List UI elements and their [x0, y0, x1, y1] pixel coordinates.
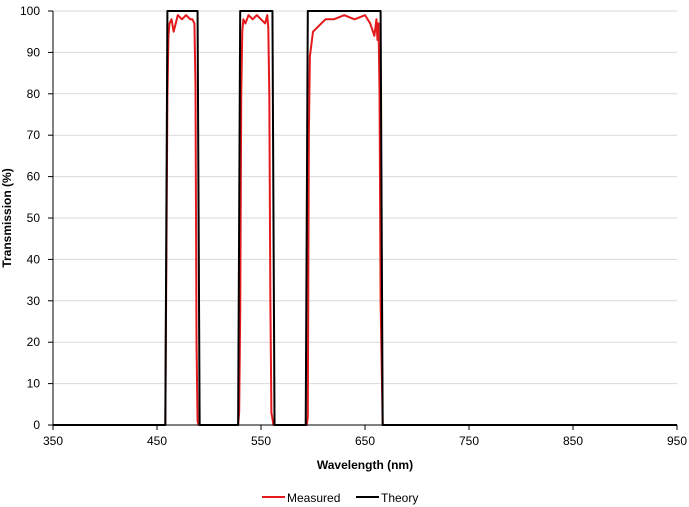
- x-axis-title: Wavelength (nm): [317, 458, 413, 472]
- y-tick-label: 0: [33, 418, 40, 432]
- grid-lines: [53, 10, 677, 385]
- y-tick-label: 10: [27, 377, 41, 391]
- y-tick-label: 90: [27, 45, 41, 59]
- y-axis-title: Transmission (%): [0, 168, 14, 267]
- x-tick-label: 650: [355, 434, 375, 448]
- y-tick-label: 70: [27, 128, 41, 142]
- y-tick-label: 40: [27, 252, 41, 266]
- legend-label-measured: Measured: [287, 491, 340, 505]
- legend: Measured Theory: [262, 491, 418, 505]
- legend-label-theory: Theory: [381, 491, 418, 505]
- y-tick-label: 30: [27, 294, 41, 308]
- x-tick-label: 350: [43, 434, 63, 448]
- x-tick-label: 450: [147, 434, 167, 448]
- axes: [48, 10, 678, 430]
- series-line-theory: [53, 10, 677, 426]
- series-layer: [53, 10, 677, 426]
- y-tick-label: 80: [27, 87, 41, 101]
- y-tick-label: 50: [27, 211, 41, 225]
- x-tick-label: 950: [667, 434, 687, 448]
- series-line-measured: [53, 14, 677, 426]
- y-tick-label: 60: [27, 170, 41, 184]
- tick-labels: 350 450 550 650 750 850 950 0 10 20 30 40 50 60 70 80 90…: [20, 4, 687, 448]
- y-tick-label: 20: [27, 335, 41, 349]
- x-tick-label: 550: [251, 434, 271, 448]
- x-tick-label: 850: [563, 434, 583, 448]
- x-tick-label: 750: [459, 434, 479, 448]
- y-tick-label: 100: [20, 4, 40, 18]
